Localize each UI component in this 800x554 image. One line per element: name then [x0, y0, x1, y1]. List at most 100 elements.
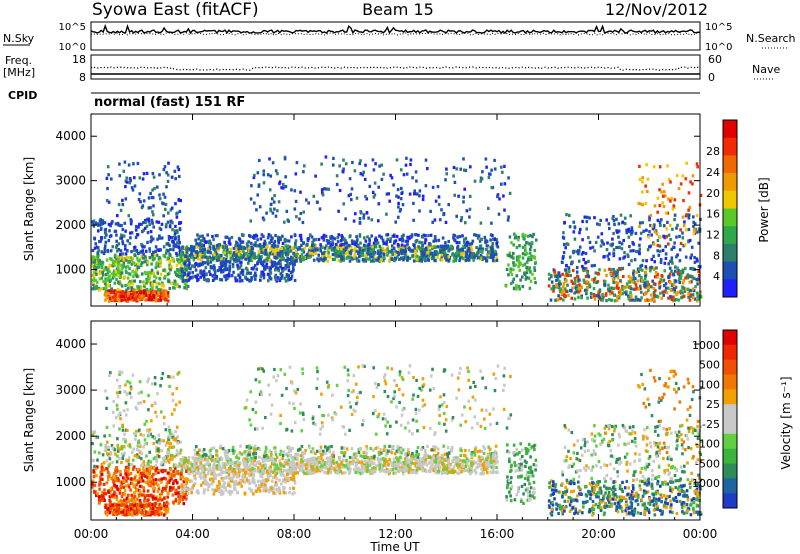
echo-cell [184, 279, 187, 283]
echo-cell [173, 286, 176, 290]
echo-cell [473, 233, 476, 237]
echo-cell [585, 290, 588, 294]
echo-cell [559, 287, 562, 291]
echo-cell [687, 213, 691, 217]
echo-cell [464, 242, 467, 247]
echo-cell [664, 252, 668, 256]
echo-cell [295, 253, 298, 257]
echo-cell [162, 284, 166, 288]
echo-cell [650, 233, 653, 237]
echo-cell [103, 281, 107, 285]
echo-cell [264, 265, 268, 269]
echo-cell [573, 279, 577, 283]
echo-cell [610, 289, 613, 293]
echo-cell [160, 236, 164, 240]
echo-cell [168, 445, 171, 449]
echo-cell [689, 267, 692, 271]
echo-cell [582, 268, 585, 273]
echo-cell [616, 274, 619, 278]
echo-cell [418, 194, 421, 198]
echo-cell [249, 250, 252, 254]
echo-cell [142, 289, 146, 293]
echo-cell [361, 253, 365, 257]
echo-cell [391, 252, 394, 257]
echo-cell [638, 267, 641, 272]
echo-cell [382, 259, 385, 263]
echo-cell [645, 228, 648, 232]
echo-cell [389, 173, 392, 177]
echo-cell [492, 237, 495, 241]
echo-cell [470, 242, 474, 246]
echo-cell [684, 276, 687, 280]
echo-cell [168, 260, 172, 264]
echo-cell [112, 480, 115, 484]
echo-cell [144, 255, 147, 259]
echo-cell [202, 248, 205, 252]
echo-cell [116, 395, 120, 399]
echo-cell [159, 272, 163, 276]
echo-cell [159, 384, 162, 388]
echo-cell [165, 440, 169, 444]
echo-cell [340, 257, 344, 261]
echo-cell [246, 268, 249, 272]
echo-cell [662, 293, 665, 297]
echo-cell [204, 240, 208, 244]
echo-cell [187, 276, 190, 281]
echo-cell [591, 245, 595, 249]
echo-cell [104, 492, 108, 496]
echo-cell [116, 504, 119, 508]
echo-cell [157, 438, 161, 442]
echo-cell [582, 251, 585, 255]
echo-cell [690, 280, 693, 284]
echo-cell [627, 297, 631, 301]
echo-cell [116, 487, 120, 491]
echo-cell [134, 405, 138, 409]
echo-cell [611, 291, 614, 295]
echo-cell [204, 255, 208, 259]
echo-cell [167, 249, 170, 253]
echo-cell [130, 462, 134, 467]
echo-cell [359, 159, 362, 163]
echo-cell [641, 176, 645, 180]
echo-cell [493, 167, 497, 171]
echo-cell [114, 470, 118, 474]
echo-cell [562, 298, 565, 302]
echo-cell [140, 504, 143, 508]
echo-cell [102, 492, 106, 496]
echo-cell [630, 231, 634, 235]
echo-cell [175, 212, 178, 216]
echo-cell [597, 290, 600, 294]
echo-cell [605, 248, 609, 252]
echo-cell [277, 200, 281, 204]
echo-cell [272, 241, 276, 245]
echo-cell [137, 252, 140, 256]
echo-cell [249, 279, 252, 283]
echo-cell [136, 161, 140, 166]
echo-cell [119, 294, 123, 298]
echo-cell [133, 506, 137, 510]
echo-cell [108, 289, 112, 293]
echo-cell [176, 284, 179, 288]
echo-cell [490, 253, 493, 257]
echo-cell [142, 172, 146, 176]
echo-cell [109, 278, 113, 282]
echo-cell [106, 278, 109, 282]
echo-cell [158, 502, 161, 506]
echo-cell [687, 191, 691, 195]
echo-cell [590, 264, 594, 268]
echo-cell [384, 248, 387, 252]
echo-cell [637, 269, 640, 274]
echo-cell [647, 235, 651, 239]
echo-cell [127, 483, 130, 487]
echo-cell [215, 258, 219, 262]
echo-cell [129, 178, 132, 183]
echo-cell [170, 266, 173, 270]
echo-cell [95, 493, 98, 497]
echo-cell [127, 510, 130, 514]
echo-cell [337, 259, 341, 263]
echo-cell [667, 296, 670, 300]
echo-cell [98, 500, 101, 504]
echo-cell [373, 258, 376, 262]
echo-cell [287, 219, 290, 223]
echo-cell [126, 239, 129, 243]
